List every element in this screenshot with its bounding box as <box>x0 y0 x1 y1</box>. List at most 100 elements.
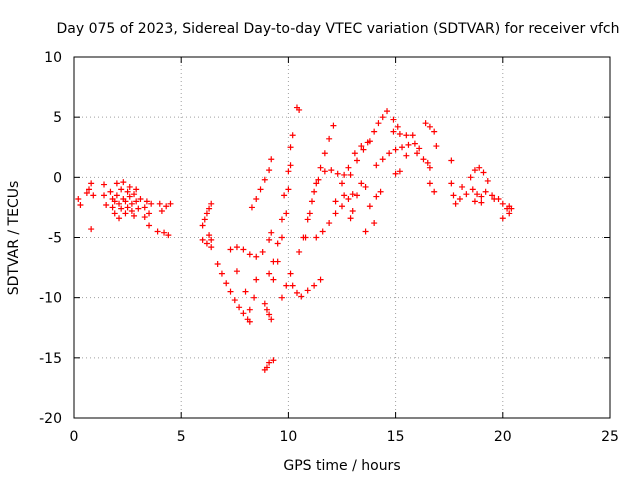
data-point <box>426 164 433 171</box>
data-point <box>463 191 470 198</box>
data-point <box>480 169 487 176</box>
data-point <box>420 156 427 163</box>
data-point <box>101 192 108 199</box>
data-point <box>373 193 380 200</box>
y-tick-label: -15 <box>39 351 62 367</box>
data-point <box>227 288 234 295</box>
data-point <box>203 240 210 247</box>
y-tick-label: -10 <box>39 291 62 307</box>
data-point <box>116 215 123 222</box>
data-point <box>317 276 324 283</box>
data-point <box>452 200 459 207</box>
data-point <box>416 145 423 152</box>
data-point <box>285 186 292 193</box>
data-point <box>88 226 95 233</box>
data-point <box>75 195 82 202</box>
data-point <box>339 180 345 187</box>
data-point <box>253 253 260 260</box>
data-point <box>384 108 391 115</box>
data-point <box>409 132 416 139</box>
y-axis-label: SDTVAR / TECUs <box>6 181 22 296</box>
data-point <box>311 282 318 289</box>
x-tick-label: 25 <box>601 429 619 445</box>
data-point <box>285 168 292 175</box>
data-point <box>304 287 311 294</box>
data-point <box>122 210 129 217</box>
data-point <box>469 186 476 193</box>
data-point <box>199 222 206 229</box>
data-point <box>366 203 373 210</box>
data-point <box>476 164 483 171</box>
data-point <box>341 192 348 199</box>
data-point <box>111 198 118 205</box>
grid <box>74 57 610 418</box>
data-point <box>143 198 150 205</box>
y-tick-label: -5 <box>48 231 62 247</box>
y-tick-label: -20 <box>39 411 62 427</box>
data-point <box>422 120 429 127</box>
data-point <box>101 181 108 188</box>
data-point <box>126 193 133 200</box>
data-point <box>467 174 474 181</box>
data-point <box>133 198 140 205</box>
y-tick-label: 10 <box>44 50 62 66</box>
data-point <box>137 195 144 202</box>
data-point <box>386 150 393 157</box>
data-point <box>206 205 213 212</box>
data-point <box>270 357 277 364</box>
data-point <box>459 183 466 190</box>
data-point <box>390 128 397 135</box>
y-tick-label: 0 <box>53 170 62 186</box>
data-point <box>131 191 138 198</box>
data-point <box>431 188 438 195</box>
data-point <box>263 306 270 313</box>
data-point <box>399 144 406 151</box>
x-tick-label: 20 <box>494 429 512 445</box>
data-point <box>339 203 345 210</box>
x-tick-label: 15 <box>387 429 405 445</box>
data-point <box>240 310 247 317</box>
data-point <box>392 146 399 153</box>
data-point <box>298 293 305 300</box>
data-point <box>319 228 326 235</box>
data-point <box>135 205 142 212</box>
data-point <box>474 191 481 198</box>
data-point <box>315 176 322 183</box>
data-point <box>274 258 281 265</box>
data-point <box>266 270 273 277</box>
data-point <box>141 214 148 221</box>
data-point <box>240 246 247 253</box>
data-point <box>266 311 273 318</box>
data-point <box>499 215 506 222</box>
data-point <box>268 229 275 236</box>
data-point <box>354 192 361 199</box>
data-point <box>248 204 255 211</box>
data-point <box>148 200 155 207</box>
data-point <box>146 222 153 229</box>
data-point <box>296 106 303 113</box>
data-point <box>253 276 260 283</box>
data-point <box>358 180 365 187</box>
data-point <box>450 192 457 199</box>
data-point <box>158 208 165 215</box>
data-point <box>268 316 275 323</box>
data-point <box>124 188 131 195</box>
data-point <box>261 176 268 183</box>
data-point <box>287 162 294 169</box>
data-point <box>118 205 125 212</box>
data-point <box>392 170 399 177</box>
data-point <box>128 200 135 207</box>
data-point <box>251 294 258 301</box>
data-point <box>113 180 120 187</box>
data-point <box>283 210 290 217</box>
data-point <box>233 244 240 251</box>
data-point <box>377 188 384 195</box>
data-point <box>278 294 285 301</box>
data-point <box>296 248 303 255</box>
data-point <box>146 210 153 217</box>
data-point <box>165 232 172 239</box>
data-point <box>246 306 253 313</box>
data-point <box>396 168 403 175</box>
data-point <box>366 138 373 145</box>
y-tick-label: 5 <box>53 110 62 126</box>
